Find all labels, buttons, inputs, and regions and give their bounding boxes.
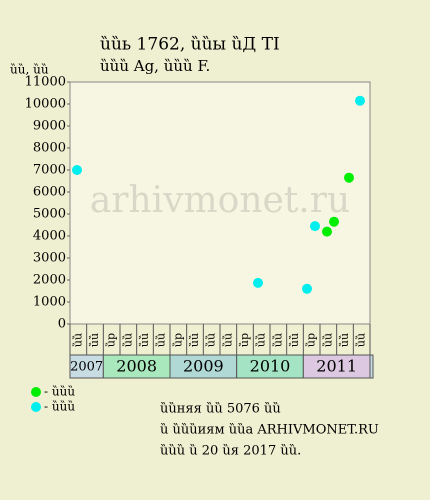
y-tick-label: 4000 bbox=[33, 229, 66, 244]
y-tick-label: 5000 bbox=[33, 207, 66, 222]
y-tick-label: 2000 bbox=[33, 273, 66, 288]
x-tick-label: ȕȕ bbox=[121, 333, 134, 347]
legend-marker bbox=[31, 402, 41, 412]
point bbox=[310, 221, 320, 232]
y-tick-label: 1000 bbox=[33, 295, 66, 310]
x-tick-label: ȕȕ bbox=[321, 333, 334, 347]
x-tick-label: ȕȕ bbox=[271, 333, 284, 347]
year-label: 2007 bbox=[70, 360, 103, 375]
point bbox=[302, 283, 312, 294]
point bbox=[355, 95, 365, 106]
footer-line: ȕȕȕ ȕ 20 ȕя 2017 ȕȕ. bbox=[160, 444, 301, 459]
y-axis-label: ȕȕ, ȕȕ bbox=[10, 63, 49, 77]
x-tick-label: ȕȕ bbox=[71, 333, 84, 347]
x-tick-label: ȕȕ bbox=[188, 333, 201, 347]
legend-marker bbox=[31, 387, 41, 397]
x-tick-label: ȕȕ bbox=[255, 333, 268, 347]
legend-label: - ȕȕȕ bbox=[44, 400, 75, 414]
y-tick-label: 6000 bbox=[33, 185, 66, 200]
y-tick-label: 11000 bbox=[25, 75, 66, 90]
x-tick-label: ȕȕ bbox=[288, 333, 301, 347]
x-tick-label: ȕȕ bbox=[138, 333, 151, 347]
x-tick-label: ȕȕ bbox=[88, 333, 101, 347]
x-tick-label: ȕр bbox=[305, 333, 318, 347]
y-tick-label: 10000 bbox=[25, 97, 66, 112]
year-label: 2008 bbox=[116, 357, 157, 376]
point bbox=[253, 277, 263, 288]
x-tick-label: ȕȕ bbox=[155, 333, 168, 347]
x-tick-label: ȕȕ bbox=[338, 333, 351, 347]
x-tick-label: ȕр bbox=[171, 333, 184, 347]
plot-area bbox=[69, 81, 371, 325]
year-label: 2009 bbox=[183, 357, 224, 376]
x-tick-label: ȕр bbox=[238, 333, 251, 347]
point bbox=[72, 165, 82, 175]
y-tick-label: 8000 bbox=[33, 141, 66, 156]
chart-subtitle: ȕȕȕ Ag, ȕȕȕ F. bbox=[100, 57, 210, 75]
y-tick-label: 3000 bbox=[33, 251, 66, 266]
point bbox=[329, 216, 339, 227]
legend-label: - ȕȕȕ bbox=[44, 385, 75, 399]
watermark: arhivmonet.ru bbox=[90, 180, 350, 221]
x-tick-label: ȕȕ bbox=[355, 333, 368, 347]
year-label: 2010 bbox=[250, 357, 291, 376]
x-tick-label: ȕр bbox=[105, 333, 118, 347]
y-tick-label: 9000 bbox=[33, 119, 66, 134]
year-band-tail bbox=[369, 354, 374, 379]
point bbox=[322, 226, 332, 237]
y-tick-label: 7000 bbox=[33, 163, 66, 178]
x-tick-label: ȕȕ bbox=[205, 333, 218, 347]
x-tick-label: ȕȕ bbox=[221, 333, 234, 347]
year-label: 2011 bbox=[316, 357, 357, 376]
footer-line: ȕȕняя ȕȕ 5076 ȕȕ bbox=[160, 402, 281, 417]
point bbox=[344, 172, 354, 183]
footer-line: ȕ ȕȕȕиям ȕȕа ARHIVMONET.RU bbox=[160, 423, 379, 438]
y-tick-label: 0 bbox=[58, 317, 66, 332]
chart-title: ȕȕь 1762, ȕȕы ȕД TI bbox=[100, 35, 280, 55]
